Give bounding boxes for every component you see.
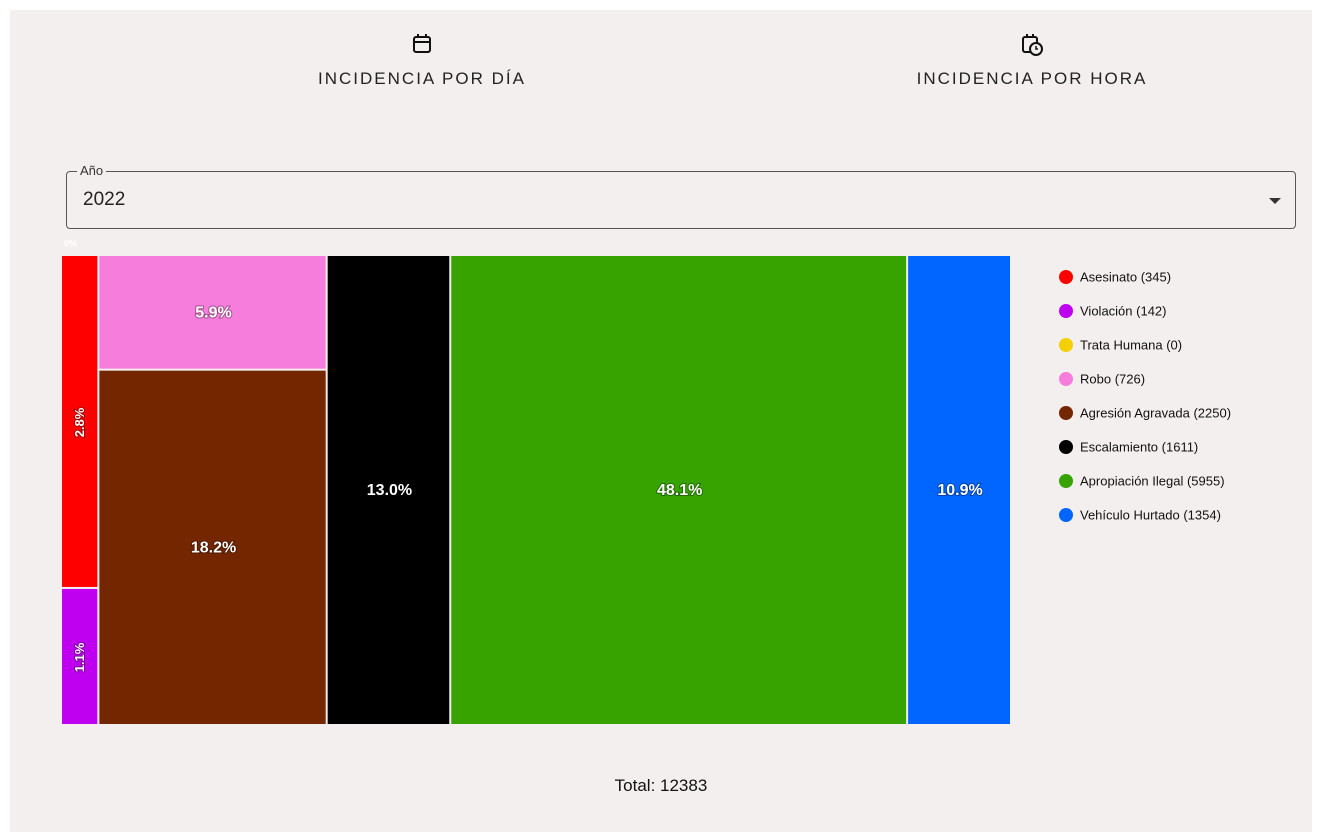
tab-hour[interactable]: INCIDENCIA POR HORA bbox=[832, 32, 1232, 89]
tile bbox=[908, 256, 1010, 724]
tab-day[interactable]: INCIDENCIA POR DÍA bbox=[222, 32, 622, 89]
legend-label: Asesinato (345) bbox=[1080, 269, 1171, 284]
tab-label: INCIDENCIA POR HORA bbox=[916, 69, 1148, 88]
select-value: 2022 bbox=[83, 189, 126, 210]
dropdown-arrow bbox=[1269, 198, 1281, 204]
tile-label: 2.8% bbox=[72, 407, 87, 437]
tile bbox=[62, 256, 98, 587]
tile bbox=[451, 256, 907, 724]
tile-label: 18.2% bbox=[191, 540, 236, 557]
legend-label: Agresión Agravada (2250) bbox=[1080, 405, 1231, 420]
legend-swatch bbox=[1059, 406, 1073, 420]
tile-label: 0% bbox=[64, 238, 77, 248]
legend-swatch bbox=[1059, 304, 1073, 318]
legend-label: Robo (726) bbox=[1080, 371, 1145, 386]
tile bbox=[99, 256, 326, 369]
tile bbox=[99, 370, 326, 724]
tab-label: INCIDENCIA POR DÍA bbox=[318, 69, 526, 88]
tile bbox=[327, 256, 450, 724]
total: Total: 12383 bbox=[614, 776, 708, 795]
legend-label: Violación (142) bbox=[1080, 303, 1166, 318]
tile-label: 5.9% bbox=[195, 305, 231, 322]
legend-label: Trata Humana (0) bbox=[1080, 337, 1182, 352]
legend-label: Apropiación Ilegal (5955) bbox=[1080, 473, 1225, 488]
legend-swatch bbox=[1059, 338, 1073, 352]
legend-swatch bbox=[1059, 270, 1073, 284]
legend-swatch bbox=[1059, 474, 1073, 488]
tile-label: 48.1% bbox=[657, 482, 702, 499]
legend-swatch bbox=[1059, 372, 1073, 386]
legend-swatch bbox=[1059, 508, 1073, 522]
tile-label: 13.0% bbox=[367, 482, 412, 499]
legend-label: Vehículo Hurtado (1354) bbox=[1080, 507, 1221, 522]
calendar-icon bbox=[413, 34, 431, 53]
tile-label: 10.9% bbox=[937, 482, 982, 499]
select-label: Año bbox=[77, 163, 107, 178]
year-select[interactable]: Año 2022 bbox=[66, 163, 1296, 229]
legend-label: Escalamiento (1611) bbox=[1080, 439, 1198, 454]
legend-swatch bbox=[1059, 440, 1073, 454]
tile-label: 1.1% bbox=[72, 642, 87, 672]
tile bbox=[62, 588, 98, 724]
calendar-clock-icon bbox=[1022, 34, 1043, 56]
